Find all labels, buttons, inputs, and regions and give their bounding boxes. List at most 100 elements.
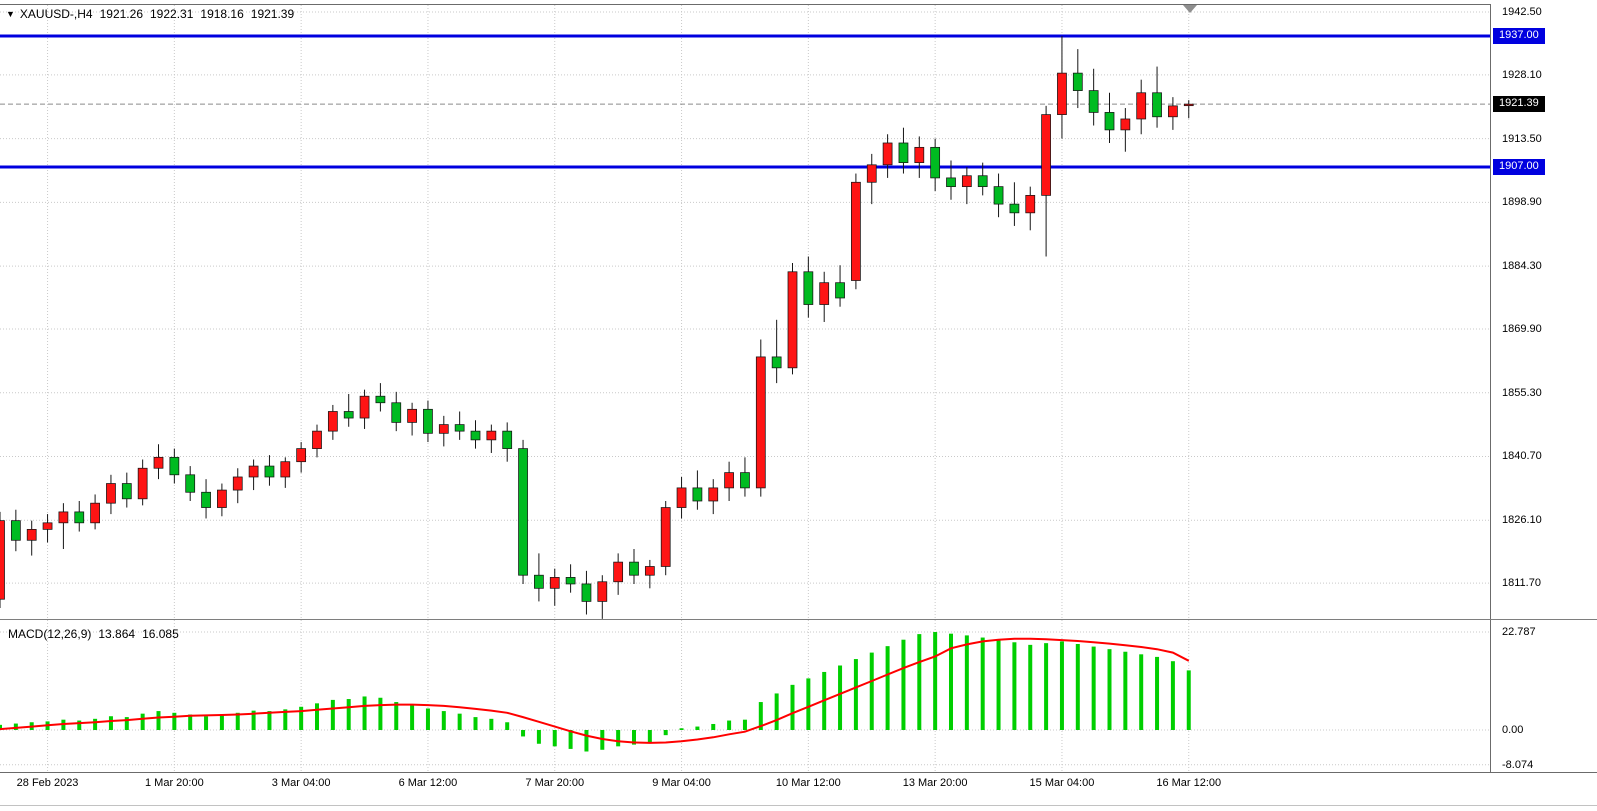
time-axis-label: 10 Mar 12:00 — [775, 777, 841, 789]
candle — [851, 173, 861, 290]
candle — [153, 444, 164, 480]
chart-dropdown-icon[interactable]: ▼ — [6, 9, 15, 19]
macd-bar — [1107, 649, 1112, 730]
macd-bar — [536, 730, 541, 744]
candle — [597, 575, 608, 619]
candle — [977, 162, 988, 196]
price-axis-label: 1840.70 — [1502, 450, 1542, 463]
macd-bar — [172, 712, 177, 730]
candle — [423, 400, 433, 443]
macd-bar — [742, 719, 747, 730]
candle — [0, 511, 5, 608]
macd-bar — [1059, 641, 1064, 730]
candle — [486, 424, 497, 453]
chart-symbol-timeframe: XAUUSD-,H4 — [19, 7, 93, 21]
macd-bar — [13, 723, 18, 730]
price-axis-label: 1942.50 — [1502, 6, 1542, 18]
candle — [1025, 186, 1036, 231]
candle — [470, 420, 481, 449]
candle — [217, 483, 227, 517]
macd-bar — [330, 699, 335, 730]
time-axis[interactable]: 28 Feb 2023 1 Mar 20:00 3 Mar 04:00 6 Mar 1… — [0, 773, 1490, 799]
macd-bar — [315, 703, 319, 730]
candles-layer — [0, 36, 1194, 619]
candle — [740, 457, 750, 497]
macd-bar — [204, 716, 209, 730]
macd-bar — [679, 728, 684, 730]
candle — [993, 173, 1004, 218]
macd-bar — [584, 730, 589, 752]
candle — [312, 424, 322, 458]
price-tag: 1937.00 — [1493, 28, 1545, 44]
macd-bar — [758, 702, 763, 730]
price-axis[interactable]: 1942.50 1928.10 1913.50 1898.90 1884.30 1869.… — [1491, 0, 1597, 772]
price-tag: 1907.00 — [1493, 158, 1545, 175]
macd-bar — [552, 730, 557, 747]
candle — [359, 389, 370, 429]
price-axis-separator — [1490, 4, 1491, 772]
candle — [1057, 36, 1067, 139]
macd-bar — [647, 730, 652, 743]
macd-bar — [1186, 670, 1191, 730]
candle — [90, 494, 100, 530]
ohlc-open: 1921.26 — [99, 7, 143, 21]
macd-bar — [663, 730, 668, 736]
candle — [502, 422, 513, 462]
macd-bar — [1044, 643, 1049, 730]
candle — [898, 127, 909, 174]
candle — [280, 457, 291, 488]
macd-bar — [838, 665, 843, 730]
candle — [407, 402, 417, 436]
time-axis-label: 1 Mar 20:00 — [144, 777, 204, 789]
macd-bar — [188, 714, 193, 730]
macd-bar — [1139, 654, 1144, 730]
macd-bar — [362, 696, 367, 730]
macd-histogram — [0, 632, 1191, 752]
candle — [724, 461, 734, 501]
candle — [1120, 108, 1131, 152]
price-axis-label: 1826.10 — [1502, 514, 1542, 527]
time-axis-label: 7 Mar 20:00 — [525, 777, 585, 789]
macd-bar — [1123, 651, 1128, 730]
macd-bar — [140, 713, 145, 730]
ohlc-close: 1921.39 — [250, 7, 295, 21]
price-axis-label: 1898.90 — [1502, 196, 1542, 209]
panel-splitter[interactable] — [0, 619, 1597, 623]
candle — [264, 455, 275, 486]
macd-bar — [695, 726, 700, 730]
time-axis-label: 9 Mar 04:00 — [652, 777, 711, 789]
macd-bar — [1155, 656, 1160, 730]
chart-top-border — [0, 4, 1597, 5]
candle — [327, 404, 338, 440]
candle — [1104, 92, 1115, 143]
time-axis-label: 13 Mar 20:00 — [902, 777, 968, 789]
price-axis-label: 1855.30 — [1502, 386, 1542, 399]
macd-bar — [283, 709, 288, 730]
candle — [137, 459, 148, 506]
macd-axis-label: 22.787 — [1502, 626, 1536, 639]
chart-shift-marker[interactable] — [1183, 5, 1197, 13]
price-axis-label: 1869.90 — [1502, 322, 1542, 335]
candle — [771, 319, 782, 384]
macd-bar — [0, 724, 2, 730]
macd-name: MACD(12,26,9) — [8, 627, 92, 641]
macd-axis-label: 0.00 — [1502, 724, 1524, 736]
macd-bar — [219, 714, 224, 730]
macd-bar — [933, 632, 938, 730]
macd-bar — [1028, 644, 1033, 730]
window-bottom-frame — [0, 805, 1597, 806]
macd-bar — [568, 730, 573, 749]
vertical-gridlines — [47, 5, 1190, 771]
macd-bar — [299, 706, 304, 730]
candle — [26, 520, 37, 556]
candle — [296, 442, 307, 473]
time-axis-label: 16 Mar 12:00 — [1156, 777, 1222, 789]
macd-bar — [124, 717, 129, 730]
macd-bar — [473, 717, 478, 730]
candle — [581, 570, 592, 615]
macd-bar — [394, 702, 399, 730]
candle — [613, 553, 624, 595]
price-axis-label: 1884.30 — [1502, 260, 1542, 273]
macd-bar — [489, 718, 494, 730]
